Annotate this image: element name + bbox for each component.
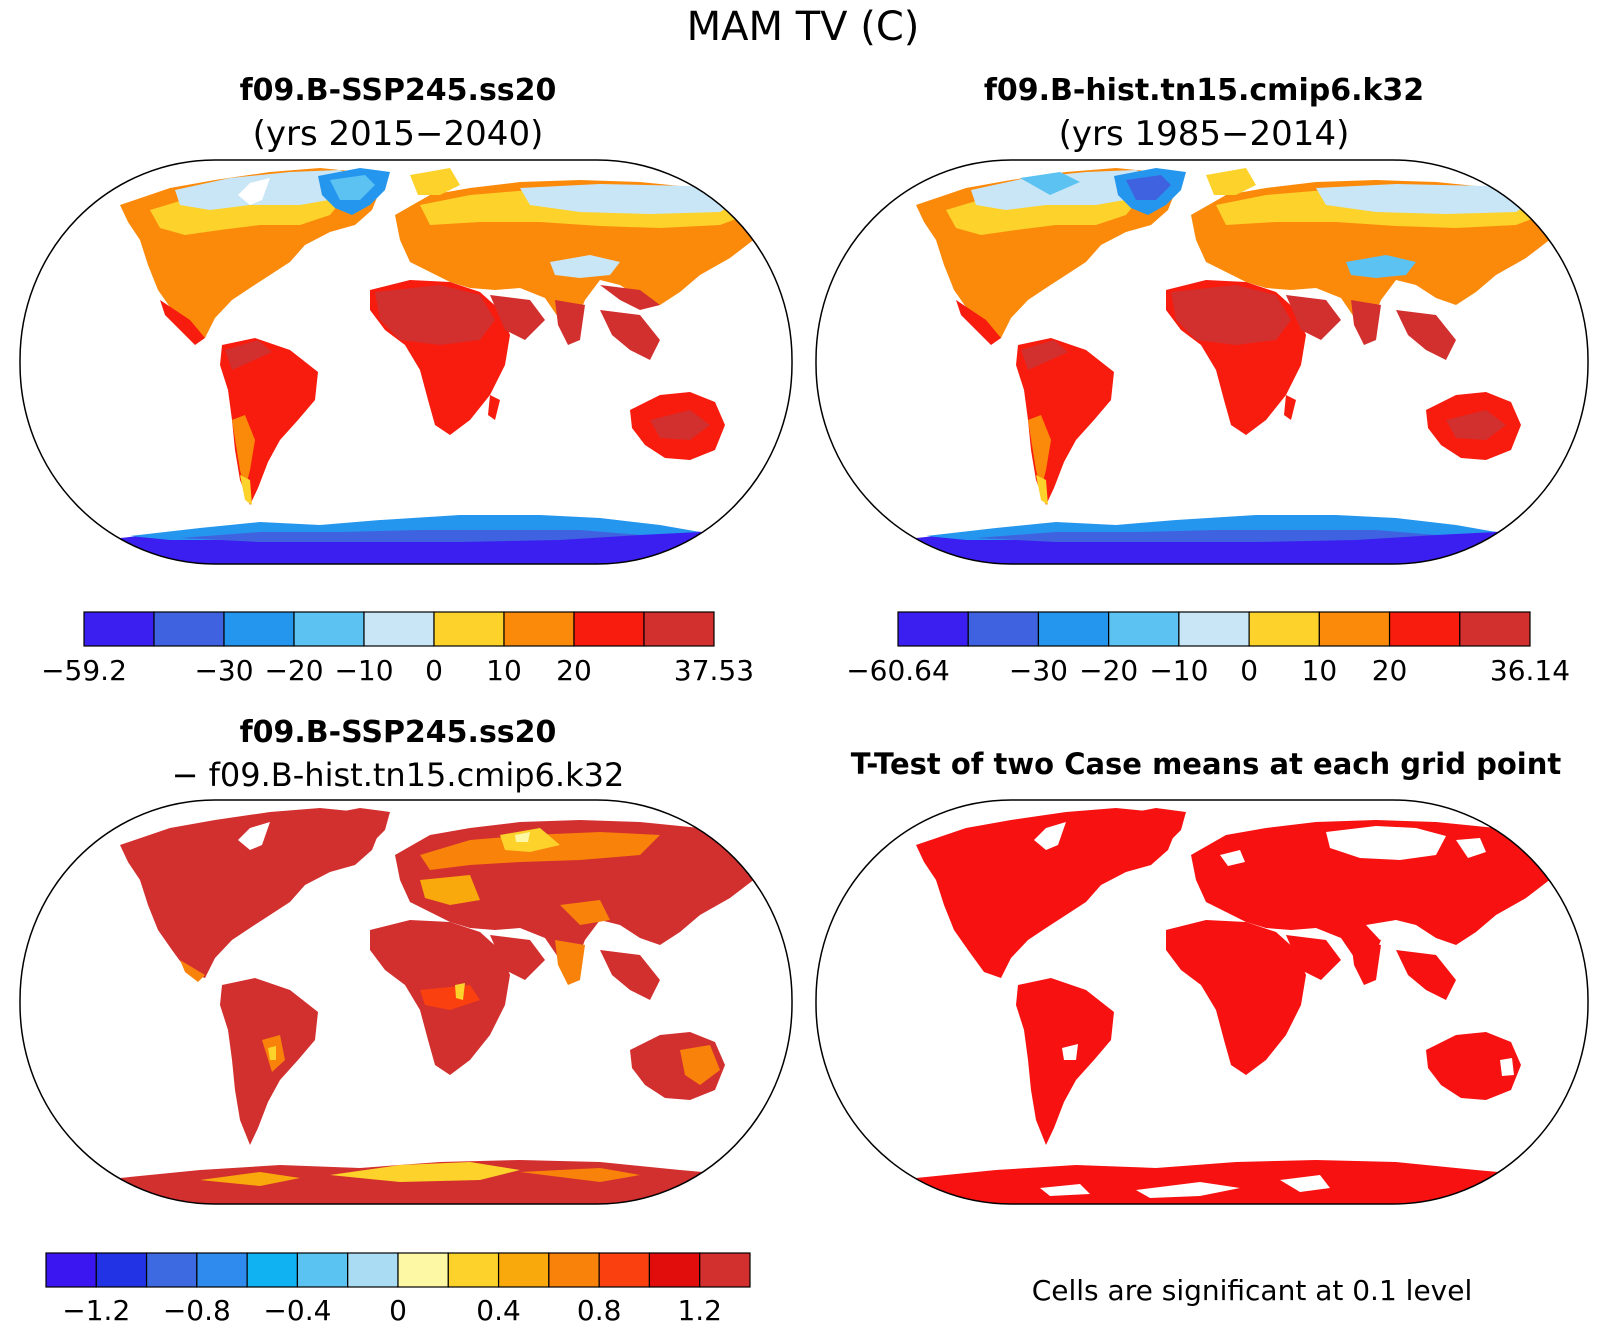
colorbar-tick-label: 36.14 (1490, 654, 1570, 687)
colorbar-swatch (145, 1252, 198, 1288)
panel-c-map (19, 799, 793, 1205)
colorbar-tick-label: −20 (264, 654, 323, 687)
panel-c-north-america (120, 808, 380, 978)
colorbar-tick-label: −10 (334, 654, 393, 687)
colorbar-swatch (1037, 611, 1110, 647)
colorbar-swatch (293, 611, 365, 647)
panel-b-title: f09.B-hist.tn15.cmip6.k32 (984, 73, 1424, 108)
colorbar-tick-label: 37.53 (674, 654, 754, 687)
colorbar-swatch (1108, 611, 1180, 647)
colorbar-swatch (1388, 611, 1461, 647)
colorbar-swatch (1318, 611, 1391, 647)
colorbar-tick-label: 20 (556, 654, 592, 687)
colorbar-swatch (296, 1252, 349, 1288)
colorbar-tick-label: 10 (1302, 654, 1338, 687)
panel-d-antarctica (816, 1160, 1588, 1204)
colorbar-swatch (548, 1252, 600, 1288)
panel-b-map (815, 159, 1589, 565)
colorbar-swatch (1178, 611, 1250, 647)
panel-c-colorbar: −1.2 −0.8 −0.4 0 0.4 0.8 1.2 (45, 1252, 751, 1323)
colorbar-swatch (1459, 611, 1531, 647)
colorbar-tick-label: −20 (1079, 654, 1138, 687)
figure-title: MAM TV (C) (687, 4, 920, 50)
colorbar-swatch (643, 611, 715, 647)
panel-d-title: T-Test of two Case means at each grid po… (851, 747, 1562, 781)
colorbar-swatch (503, 611, 575, 647)
colorbar-swatch (95, 1252, 148, 1288)
colorbar-tick-label: −59.2 (41, 654, 127, 687)
colorbar-swatch (433, 611, 505, 647)
panel-c-subtitle: − f09.B-hist.tn15.cmip6.k32 (172, 756, 625, 794)
colorbar-swatch (967, 611, 1040, 647)
colorbar-swatch (347, 1252, 399, 1288)
colorbar-tick-label: −30 (194, 654, 253, 687)
panel-d-south-america (1016, 978, 1114, 1145)
panel-d-africa (1166, 920, 1306, 1075)
colorbar-swatch (196, 1252, 248, 1288)
colorbar-swatch (447, 1252, 500, 1288)
colorbar-swatch (699, 1252, 751, 1288)
colorbar-tick-label: −60.64 (846, 654, 950, 687)
colorbar-tick-label: 20 (1372, 654, 1408, 687)
panel-c-greenland (318, 808, 390, 855)
colorbar-swatch (83, 611, 155, 647)
colorbar-swatch (897, 611, 969, 647)
panel-c-title: f09.B-SSP245.ss20 (240, 715, 557, 750)
panel-d-north-america (916, 808, 1176, 978)
colorbar-swatch (223, 611, 295, 647)
panel-a-title: f09.B-SSP245.ss20 (240, 73, 557, 108)
colorbar-swatch (363, 611, 435, 647)
colorbar-tick-label: 0.8 (577, 1294, 622, 1323)
colorbar-swatch (45, 1252, 97, 1288)
panel-b-subtitle: (yrs 1985−2014) (1059, 114, 1350, 154)
colorbar-swatch (598, 1252, 651, 1288)
colorbar-tick-label: 0 (1240, 654, 1258, 687)
colorbar-swatch (153, 611, 225, 647)
panel-d-map (815, 799, 1589, 1205)
panel-b-colorbar: −60.64 −30 −20 −10 0 10 20 36.14 (846, 611, 1570, 687)
colorbar-swatch (246, 1252, 299, 1288)
colorbar-swatch (397, 1252, 449, 1288)
panel-a-colorbar: −59.2 −30 −20 −10 0 10 20 37.53 (41, 611, 754, 687)
panel-d-australia (1426, 1032, 1521, 1100)
colorbar-swatch (648, 1252, 701, 1288)
significance-footnote: Cells are significant at 0.1 level (1032, 1274, 1473, 1307)
colorbar-tick-label: −1.2 (62, 1294, 130, 1323)
panel-a-map (19, 159, 793, 565)
colorbar-tick-label: −30 (1009, 654, 1068, 687)
colorbar-tick-label: 0.4 (476, 1294, 521, 1323)
colorbar-tick-label: −0.4 (263, 1294, 331, 1323)
panel-a-subtitle: (yrs 2015−2040) (253, 114, 544, 154)
colorbar-tick-label: −10 (1149, 654, 1208, 687)
colorbar-tick-label: 0 (425, 654, 443, 687)
colorbar-tick-label: 10 (486, 654, 522, 687)
colorbar-swatch (1248, 611, 1320, 647)
panel-d-greenland (1114, 808, 1186, 855)
colorbar-tick-label: 1.2 (677, 1294, 722, 1323)
colorbar-swatch (573, 611, 645, 647)
colorbar-tick-label: −0.8 (163, 1294, 231, 1323)
colorbar-swatch (497, 1252, 550, 1288)
colorbar-tick-label: 0 (389, 1294, 407, 1323)
